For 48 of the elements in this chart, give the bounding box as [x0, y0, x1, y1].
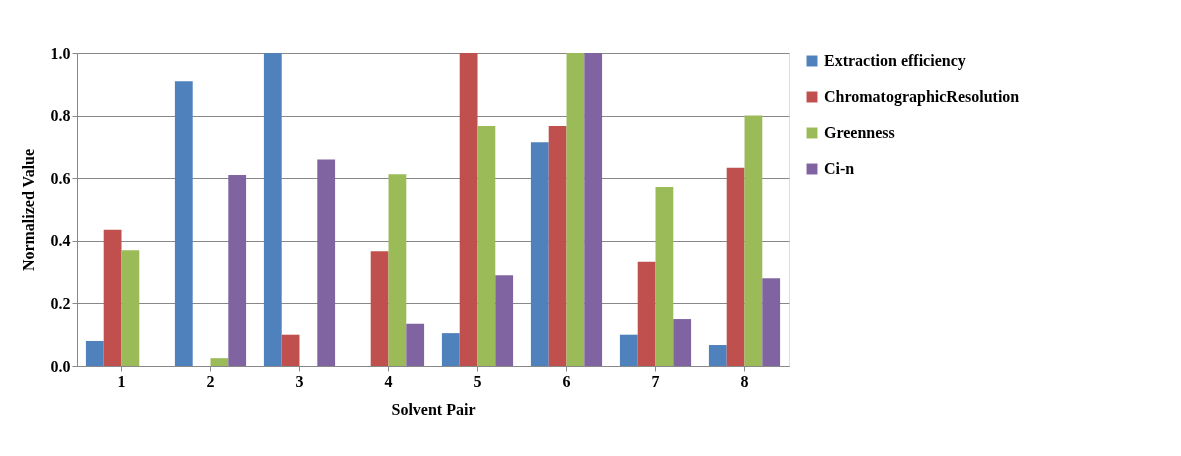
bar — [726, 167, 745, 366]
bar — [655, 186, 674, 366]
bar — [174, 81, 193, 366]
bar — [673, 319, 692, 366]
bar — [566, 53, 585, 366]
bar — [762, 278, 781, 366]
bar — [103, 229, 122, 366]
bar — [263, 53, 282, 366]
bar — [744, 115, 763, 366]
bar — [317, 159, 336, 366]
legend-label: Greenness — [824, 124, 895, 141]
bar — [85, 340, 104, 366]
bar — [459, 53, 478, 366]
x-tick-label: 5 — [473, 372, 482, 390]
y-tick-label: 0.0 — [50, 357, 71, 375]
bar — [210, 358, 229, 366]
bar — [228, 175, 247, 366]
bar — [619, 334, 638, 366]
bar — [370, 251, 389, 366]
bar — [637, 261, 656, 366]
bar — [406, 323, 425, 366]
bar — [441, 333, 460, 366]
y-tick-label: 1.0 — [50, 44, 71, 62]
bar — [477, 125, 496, 366]
bar — [584, 53, 603, 366]
x-tick-label: 8 — [740, 372, 749, 390]
x-tick-label: 4 — [384, 372, 393, 390]
x-tick-label: 6 — [562, 372, 571, 390]
legend-label: ChromatographicResolution — [824, 88, 1020, 106]
y-tick-label: 0.2 — [50, 294, 71, 312]
x-tick-label: 3 — [295, 372, 304, 390]
bar — [388, 174, 407, 366]
x-tick-label: 2 — [206, 372, 215, 390]
bar — [530, 142, 549, 366]
bar — [281, 334, 300, 366]
bar — [708, 345, 727, 366]
x-tick-label: 1 — [117, 372, 126, 390]
legend-label: Ci-n — [824, 160, 855, 177]
x-axis-title: Solvent Pair — [391, 400, 476, 418]
bar — [121, 250, 140, 366]
y-tick-label: 0.4 — [50, 232, 71, 250]
legend-label: Extraction efficiency — [824, 52, 966, 70]
bar — [548, 125, 567, 366]
y-tick-label: 0.6 — [50, 169, 71, 187]
bar — [495, 275, 514, 366]
y-axis-title: Normalized Value — [19, 148, 37, 272]
y-tick-label: 0.8 — [50, 107, 71, 125]
x-tick-label: 7 — [651, 372, 660, 390]
